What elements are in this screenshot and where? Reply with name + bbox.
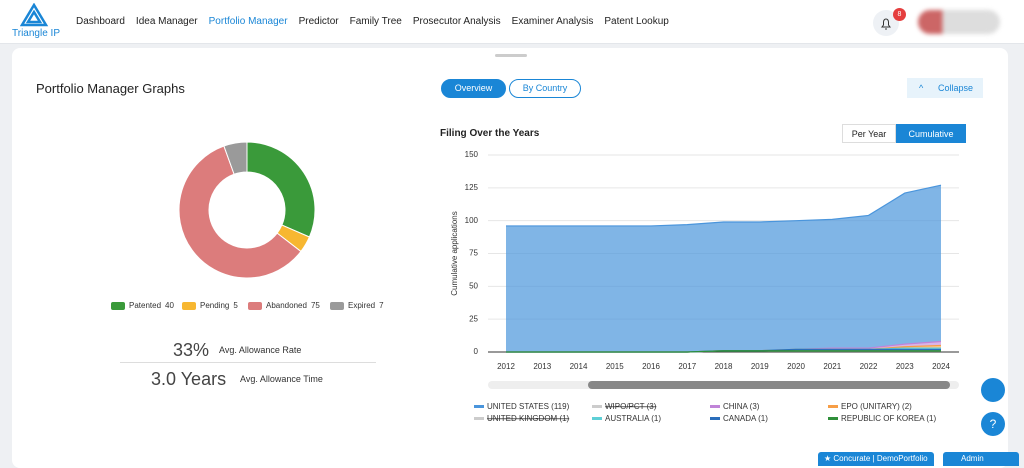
legend-swatch bbox=[111, 302, 125, 310]
chart-title: Filing Over the Years bbox=[440, 128, 540, 139]
legend-label: AUSTRALIA (1) bbox=[605, 414, 661, 423]
legend-swatch bbox=[248, 302, 262, 310]
legend-label: CHINA (3) bbox=[723, 402, 760, 411]
portfolio-button[interactable]: ★ Concurate | DemoPortfolio bbox=[818, 452, 934, 466]
scrollbar-thumb bbox=[588, 381, 950, 389]
button-label: DemoPortfolio bbox=[876, 454, 928, 463]
toggle[interactable]: Cumulative bbox=[896, 124, 966, 143]
logo-icon bbox=[20, 3, 49, 27]
nav-item[interactable]: Idea Manager bbox=[135, 16, 198, 27]
like-button[interactable] bbox=[981, 378, 1005, 402]
legend-swatch bbox=[710, 405, 720, 408]
x-tick-label: 2024 bbox=[932, 362, 950, 371]
legend-label: UNITED STATES (119) bbox=[487, 402, 570, 411]
divider bbox=[120, 362, 376, 363]
nav-items: Dashboard Idea Manager Portfolio Manager Pr… bbox=[76, 16, 669, 27]
x-tick-label: 2014 bbox=[570, 362, 588, 371]
legend-swatch bbox=[182, 302, 196, 310]
x-tick-label: 2015 bbox=[606, 362, 624, 371]
y-tick-label: 100 bbox=[465, 216, 479, 225]
tab[interactable]: By Country bbox=[509, 79, 581, 98]
x-tick-label: 2017 bbox=[678, 362, 696, 371]
legend-swatch bbox=[592, 405, 602, 408]
nav-bar: Triangle IP Dashboard Idea Manager Portfol… bbox=[0, 0, 1024, 44]
x-tick-label: 2016 bbox=[642, 362, 660, 371]
donut-slice bbox=[246, 141, 316, 238]
admin-button[interactable]: Admin bbox=[943, 452, 1019, 466]
x-tick-label: 2020 bbox=[787, 362, 805, 371]
user-menu[interactable] bbox=[918, 10, 1000, 34]
area-line bbox=[506, 350, 941, 353]
logo[interactable]: Triangle IP bbox=[12, 28, 60, 39]
drag-handle[interactable] bbox=[495, 54, 527, 57]
y-tick-label: 50 bbox=[469, 281, 478, 290]
nav-item[interactable]: Predictor bbox=[298, 16, 339, 27]
collapse-label: Collapse bbox=[937, 83, 973, 93]
stat-label: Avg. Allowance Time bbox=[240, 374, 323, 384]
donut-slice bbox=[178, 145, 302, 279]
legend-label: Expired bbox=[348, 301, 375, 310]
legend-label: Patented bbox=[129, 301, 161, 310]
legend-swatch bbox=[474, 417, 484, 420]
stat-label: Avg. Allowance Rate bbox=[219, 345, 302, 355]
legend-label: CANADA (1) bbox=[723, 414, 768, 423]
legend-swatch bbox=[828, 417, 838, 420]
legend-swatch bbox=[592, 417, 602, 420]
y-tick-label: 150 bbox=[465, 150, 479, 159]
legend-swatch bbox=[330, 302, 344, 310]
y-tick-label: 0 bbox=[474, 347, 479, 356]
legend-swatch bbox=[828, 405, 838, 408]
button-label: Concurate bbox=[833, 454, 871, 463]
tab[interactable]: Overview bbox=[441, 79, 506, 98]
legend-label: UNITED KINGDOM (1) bbox=[487, 414, 570, 423]
collapse-button[interactable]: ^ Collapse bbox=[907, 78, 983, 98]
y-tick-label: 75 bbox=[469, 249, 478, 258]
legend-label: EPO (UNITARY) (2) bbox=[841, 402, 912, 411]
legend-label: REPUBLIC OF KOREA (1) bbox=[841, 414, 936, 423]
y-tick-label: 125 bbox=[465, 183, 479, 192]
nav-item[interactable]: Portfolio Manager bbox=[208, 16, 288, 27]
legend-swatch bbox=[710, 417, 720, 420]
x-tick-label: 2021 bbox=[823, 362, 841, 371]
legend-value: 75 bbox=[311, 301, 320, 310]
notification-count: 8 bbox=[893, 8, 906, 21]
toggle[interactable]: Per Year bbox=[842, 124, 896, 143]
stat-value: 33% bbox=[173, 340, 210, 360]
nav-item[interactable]: Family Tree bbox=[349, 16, 402, 27]
panel-title: Portfolio Manager Graphs bbox=[36, 81, 185, 96]
y-tick-label: 25 bbox=[469, 314, 478, 323]
legend-swatch bbox=[474, 405, 484, 408]
x-tick-label: 2018 bbox=[715, 362, 733, 371]
area-fill bbox=[506, 349, 941, 352]
help-button[interactable]: ? bbox=[981, 412, 1005, 436]
legend-value: 7 bbox=[379, 301, 384, 310]
stat-value: 3.0 Years bbox=[151, 369, 227, 389]
x-tick-label: 2013 bbox=[533, 362, 551, 371]
donut-slice bbox=[223, 141, 248, 175]
notifications[interactable] bbox=[873, 10, 899, 36]
bell-icon bbox=[881, 18, 891, 30]
nav-item[interactable]: Dashboard bbox=[76, 16, 125, 27]
nav-item[interactable]: Examiner Analysis bbox=[511, 16, 594, 27]
legend-value: 40 bbox=[165, 301, 174, 310]
area-line bbox=[506, 184, 942, 227]
x-tick-label: 2023 bbox=[896, 362, 914, 371]
area-fill bbox=[506, 185, 941, 352]
x-tick-label: 2019 bbox=[751, 362, 769, 371]
x-tick-label: 2022 bbox=[860, 362, 878, 371]
legend-label: Abandoned bbox=[266, 301, 307, 310]
nav-item[interactable]: Prosecutor Analysis bbox=[412, 16, 501, 27]
y-axis-label: Cumulative applications bbox=[450, 211, 459, 296]
legend-label: Pending bbox=[200, 301, 229, 310]
nav-item[interactable]: Patent Lookup bbox=[604, 16, 669, 27]
legend-label: WIPO/PCT (3) bbox=[605, 402, 657, 411]
legend-value: 5 bbox=[233, 301, 238, 310]
x-tick-label: 2012 bbox=[497, 362, 515, 371]
